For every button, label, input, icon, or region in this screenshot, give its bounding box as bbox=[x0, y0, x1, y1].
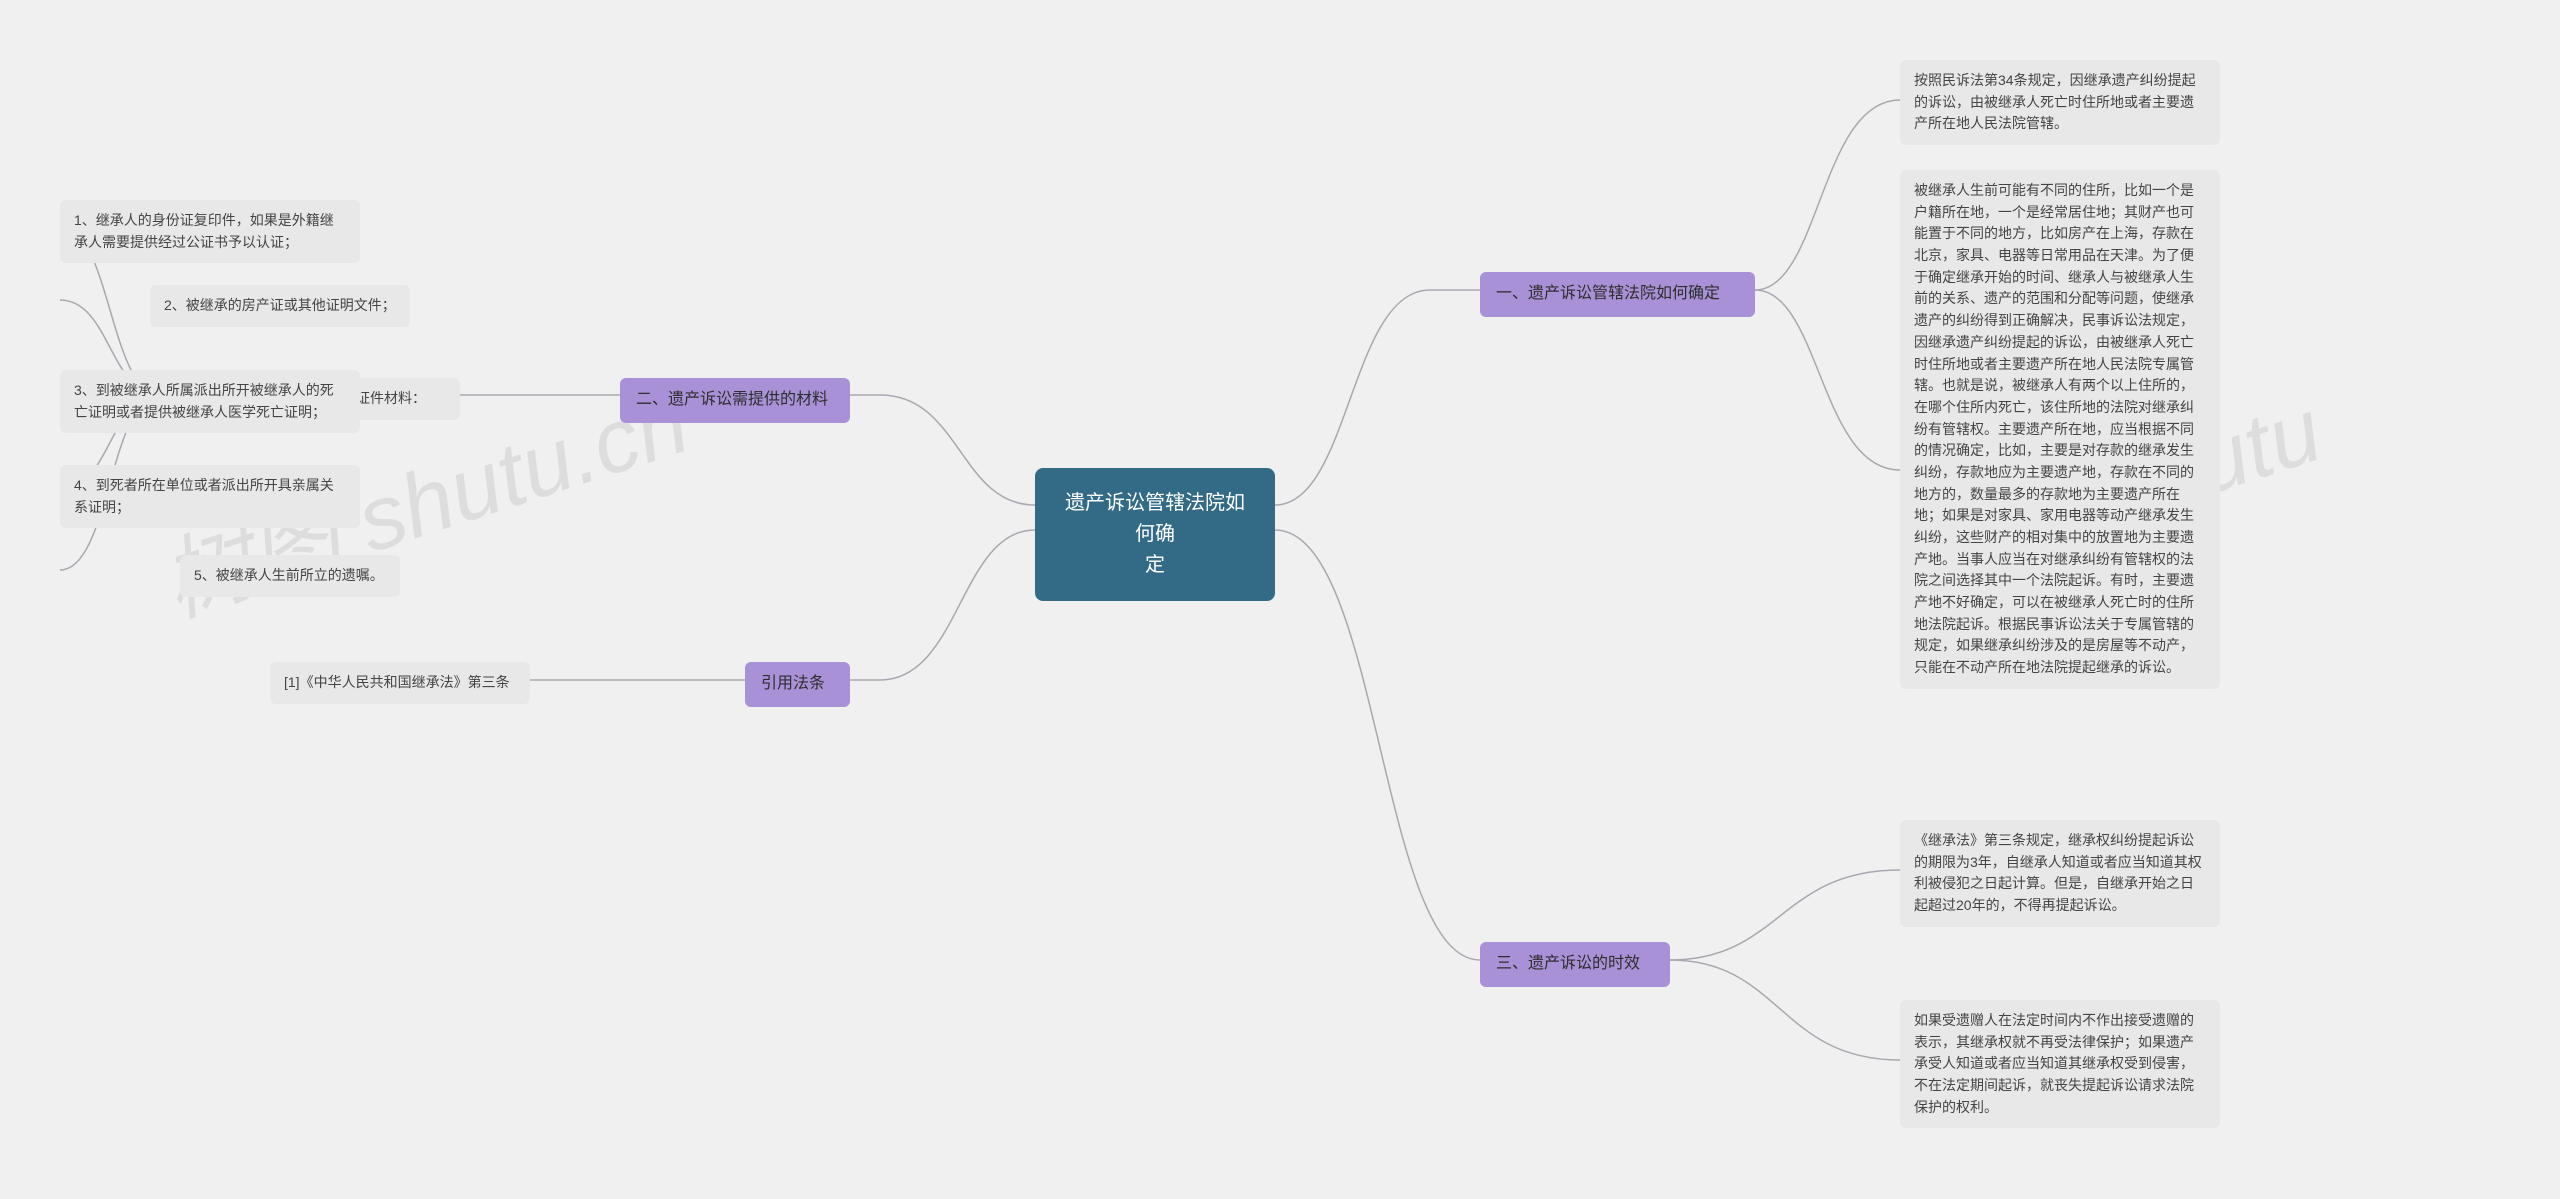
branch-right-1-leaf-2[interactable]: 被继承人生前可能有不同的住所，比如一个是户籍所在地，一个是经常居住地；其财产也可… bbox=[1900, 170, 2220, 689]
branch-left-2-leaf[interactable]: [1]《中华人民共和国继承法》第三条 bbox=[270, 662, 530, 704]
branch-right-2-leaf-1[interactable]: 《继承法》第三条规定，继承权纠纷提起诉讼的期限为3年，自继承人知道或者应当知道其… bbox=[1900, 820, 2220, 927]
branch-right-1[interactable]: 一、遗产诉讼管辖法院如何确定 bbox=[1480, 272, 1755, 317]
branch-right-2-leaf-2[interactable]: 如果受遗赠人在法定时间内不作出接受遗赠的表示，其继承权就不再受法律保护；如果遗产… bbox=[1900, 1000, 2220, 1128]
branch-right-2[interactable]: 三、遗产诉讼的时效 bbox=[1480, 942, 1670, 987]
branch-left-1[interactable]: 二、遗产诉讼需提供的材料 bbox=[620, 378, 850, 423]
branch-left-1-leaf-2[interactable]: 2、被继承的房产证或其他证明文件； bbox=[150, 285, 410, 327]
branch-right-1-leaf-1[interactable]: 按照民诉法第34条规定，因继承遗产纠纷提起的诉讼，由被继承人死亡时住所地或者主要… bbox=[1900, 60, 2220, 145]
branch-left-1-leaf-1[interactable]: 1、继承人的身份证复印件，如果是外籍继承人需要提供经过公证书予以认证； bbox=[60, 200, 360, 263]
branch-left-1-leaf-4[interactable]: 4、到死者所在单位或者派出所开具亲属关系证明； bbox=[60, 465, 360, 528]
mindmap-canvas: 树图 shutu.cn 树图 shutu 遗产诉讼管辖法院如何确 定 一、遗产诉… bbox=[0, 0, 2560, 1199]
branch-left-1-leaf-3[interactable]: 3、到被继承人所属派出所开被继承人的死亡证明或者提供被继承人医学死亡证明； bbox=[60, 370, 360, 433]
branch-left-1-leaf-5[interactable]: 5、被继承人生前所立的遗嘱。 bbox=[180, 555, 400, 597]
root-node[interactable]: 遗产诉讼管辖法院如何确 定 bbox=[1035, 468, 1275, 601]
branch-left-2[interactable]: 引用法条 bbox=[745, 662, 850, 707]
